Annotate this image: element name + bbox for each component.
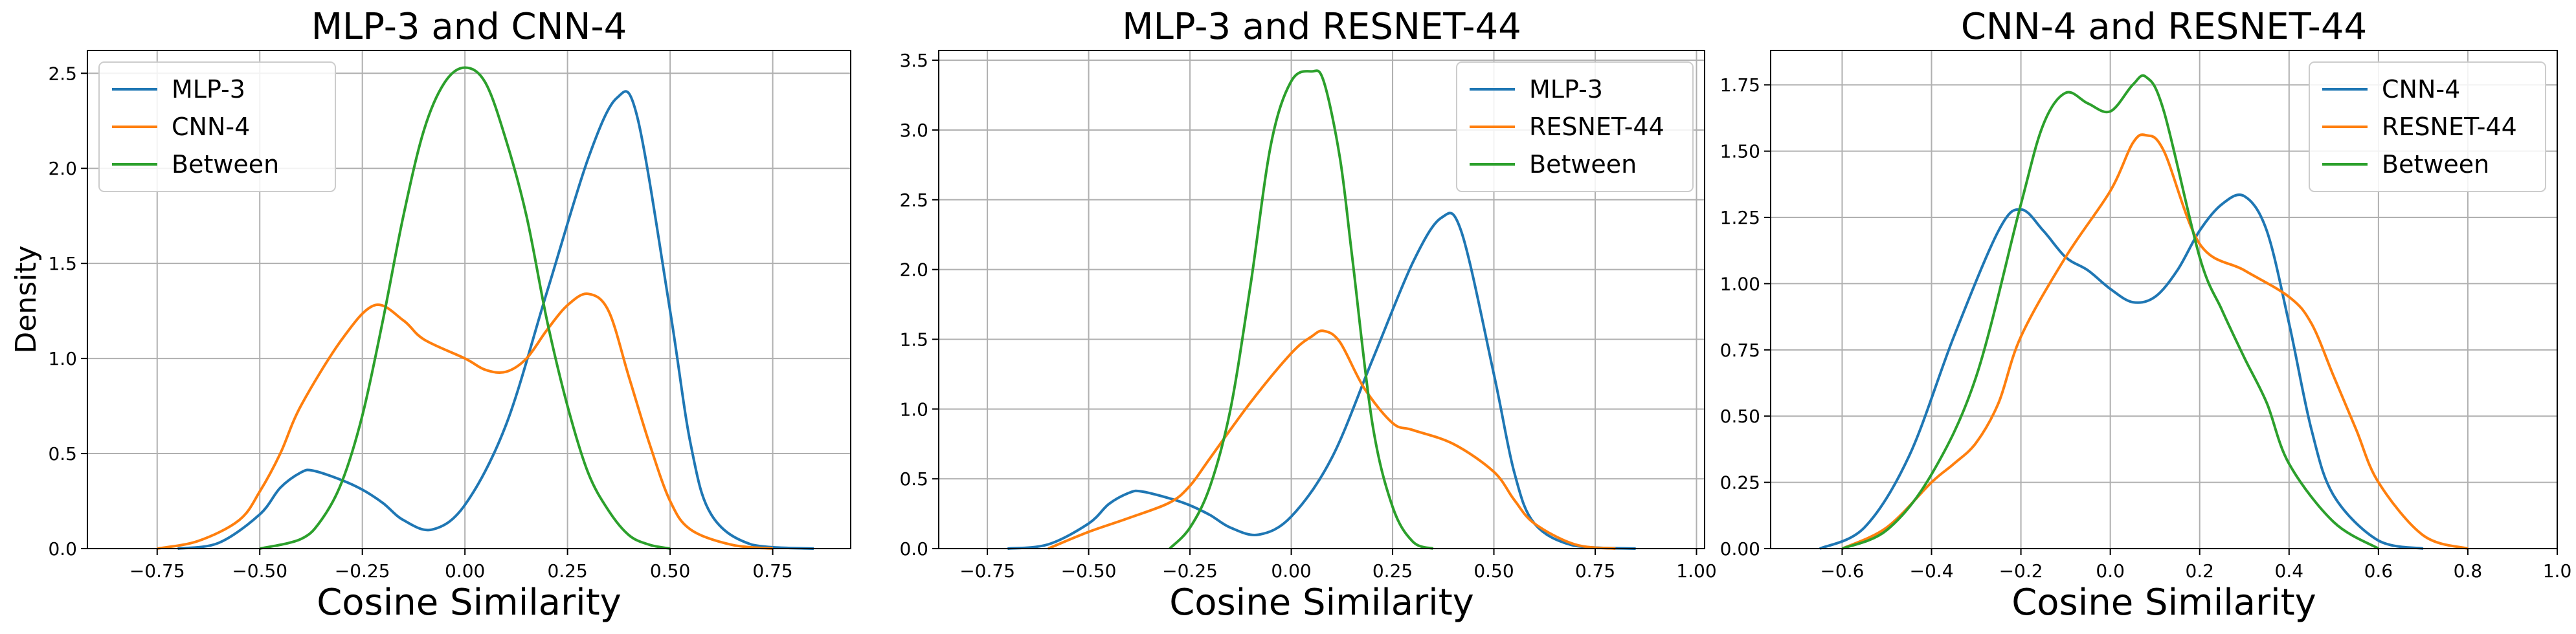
plot-frame <box>87 50 851 549</box>
y-tick-label: 1.00 <box>1720 273 1760 294</box>
x-tick-label: −0.75 <box>959 560 1015 582</box>
plot-frame <box>1770 50 2558 549</box>
legend-label: MLP-3 <box>1529 75 1603 104</box>
series-line-resnet-44 <box>1047 329 1616 550</box>
x-tick-label: −0.4 <box>1910 560 1954 582</box>
x-tick-label: −0.25 <box>1162 560 1218 582</box>
legend-box <box>1456 61 1694 192</box>
series-line-mlp-3 <box>1007 212 1636 550</box>
series-line-between <box>1841 74 2379 550</box>
legend-box <box>98 61 336 192</box>
chart-title: MLP-3 and RESNET-44 <box>1122 6 1521 48</box>
plot-frame <box>938 50 1705 549</box>
series-line-cnn-4 <box>157 292 773 550</box>
legend-box <box>2309 61 2546 192</box>
x-tick-label: 0.4 <box>2275 560 2304 582</box>
y-tick-label: 1.75 <box>1720 74 1760 96</box>
chart-panel-1: −0.75 −0.50 −0.25 0.00 0.25 0.50 0.75 0.0 0.5 1.0… <box>10 6 851 624</box>
y-tick-label: 2.0 <box>48 158 77 179</box>
y-tick-label: 0.5 <box>899 468 928 490</box>
x-tick-label: 0.75 <box>752 560 792 582</box>
x-tick-label: 0.25 <box>1372 560 1413 582</box>
legend-label: RESNET-44 <box>1529 113 1664 141</box>
y-tick-label: 1.0 <box>48 348 77 369</box>
x-tick-label: 0.75 <box>1575 560 1615 582</box>
legend-label: Between <box>2382 150 2489 179</box>
x-tick-label: 0.8 <box>2454 560 2483 582</box>
legend-label: MLP-3 <box>172 75 245 104</box>
chart-panel-3: −0.6 −0.4 −0.2 0.0 0.2 0.4 0.6 0.8 1.0 0.00 0.25 0.… <box>1720 6 2572 624</box>
y-tick-label: 1.5 <box>899 329 928 350</box>
y-tick-label: 0.5 <box>48 443 77 465</box>
legend-label: Between <box>1529 150 1637 179</box>
series-line-mlp-3 <box>177 90 814 550</box>
legend-label: Between <box>172 150 279 179</box>
x-tick-label: 0.25 <box>547 560 587 582</box>
y-tick-label: 1.50 <box>1720 141 1760 162</box>
legend: MLP-3 RESNET-44 Between <box>1456 61 1694 192</box>
y-tick-label: 3.5 <box>899 50 928 71</box>
x-axis-label: Cosine Similarity <box>317 582 622 624</box>
legend: CNN-4 RESNET-44 Between <box>2309 61 2546 192</box>
x-axis-label: Cosine Similarity <box>1169 582 1474 624</box>
y-tick-label: 0.0 <box>48 538 77 560</box>
y-tick-label: 1.25 <box>1720 207 1760 228</box>
y-tick-label: 0.0 <box>899 538 928 560</box>
y-tick-label: 1.5 <box>48 253 77 274</box>
series-line-resnet-44 <box>1841 133 2469 550</box>
y-axis-label: Density <box>10 245 43 353</box>
x-tick-label: 1.00 <box>1676 560 1716 582</box>
series-line-cnn-4 <box>1819 193 2424 550</box>
x-tick-label: −0.25 <box>335 560 390 582</box>
y-tick-label: 2.0 <box>899 259 928 281</box>
x-tick-label: 0.0 <box>2096 560 2125 582</box>
legend: MLP-3 CNN-4 Between <box>98 61 336 192</box>
x-tick-label: −0.75 <box>129 560 185 582</box>
x-tick-label: 0.2 <box>2185 560 2214 582</box>
x-tick-label: 0.6 <box>2364 560 2393 582</box>
x-tick-label: −0.6 <box>1820 560 1864 582</box>
legend-label: CNN-4 <box>2382 75 2460 104</box>
legend-label: CNN-4 <box>172 113 250 141</box>
x-tick-label: 0.50 <box>650 560 690 582</box>
x-tick-label: −0.50 <box>232 560 287 582</box>
x-tick-label: −0.2 <box>1999 560 2043 582</box>
y-tick-label: 0.25 <box>1720 472 1760 494</box>
x-tick-label: 1.0 <box>2543 560 2572 582</box>
x-tick-label: −0.50 <box>1061 560 1117 582</box>
x-axis-label: Cosine Similarity <box>2011 582 2316 624</box>
chart-title: CNN-4 and RESNET-44 <box>1961 6 2367 48</box>
x-tick-label: 0.00 <box>1271 560 1311 582</box>
y-tick-label: 2.5 <box>899 190 928 211</box>
chart-panel-2: −0.75 −0.50 −0.25 0.00 0.25 0.50 0.75 1.00 0.0 0.… <box>899 6 1716 624</box>
x-tick-label: 0.50 <box>1473 560 1514 582</box>
y-tick-label: 0.50 <box>1720 406 1760 427</box>
y-tick-label: 1.0 <box>899 399 928 420</box>
y-tick-label: 0.00 <box>1720 538 1760 560</box>
y-tick-label: 0.75 <box>1720 340 1760 361</box>
y-tick-label: 3.0 <box>899 120 928 141</box>
y-tick-label: 2.5 <box>48 63 77 84</box>
x-tick-label: 0.00 <box>445 560 485 582</box>
legend-label: RESNET-44 <box>2382 113 2517 141</box>
series-line-between <box>1169 69 1434 550</box>
chart-title: MLP-3 and CNN-4 <box>311 6 627 48</box>
series-line-between <box>259 66 671 550</box>
